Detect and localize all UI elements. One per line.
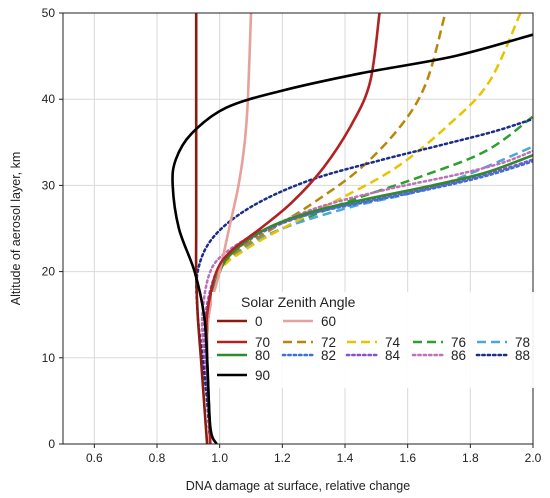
x-tick-label: 1.6 [399, 451, 416, 465]
legend-label-80: 80 [255, 348, 270, 363]
x-axis-label: DNA damage at surface, relative change [186, 479, 410, 493]
y-tick-label: 30 [42, 178, 56, 192]
series-line-88 [195, 117, 533, 444]
x-tick-label: 2.0 [525, 451, 542, 465]
x-tick-label: 1.0 [211, 451, 228, 465]
legend-label-88: 88 [515, 348, 530, 363]
y-tick-label: 0 [48, 437, 55, 451]
legend-label-74: 74 [385, 335, 401, 350]
legend-label-86: 86 [451, 348, 466, 363]
legend-label-78: 78 [515, 335, 530, 350]
axis-ticks: 0.6 0.8 1.0 1.2 1.4 1.6 1.8 2.0 0 10 20 30 40 50 [42, 6, 542, 465]
legend-label-70: 70 [255, 335, 270, 350]
legend-label-90: 90 [255, 368, 270, 383]
legend-label-60: 60 [321, 314, 336, 329]
legend-title: Solar Zenith Angle [241, 294, 356, 310]
legend-label-72: 72 [321, 335, 336, 350]
y-tick-label: 10 [42, 351, 56, 365]
legend-label-76: 76 [451, 335, 466, 350]
x-tick-label: 1.4 [337, 451, 354, 465]
y-axis-label: Altitude of aerosol layer, km [9, 152, 23, 306]
legend: Solar Zenith Angle 0 60 70 72 74 76 78 80 82 84 86… [212, 292, 534, 388]
y-tick-label: 50 [42, 6, 56, 20]
legend-background [212, 292, 534, 388]
legend-label-0: 0 [255, 314, 263, 329]
legend-label-84: 84 [385, 348, 401, 363]
y-tick-label: 20 [42, 265, 56, 279]
x-tick-label: 0.8 [149, 451, 166, 465]
plot-frame [62, 12, 534, 445]
x-tick-label: 0.6 [86, 451, 103, 465]
series-line-90 [171, 33, 533, 444]
series-lines [171, 13, 533, 444]
series-line-72 [205, 13, 447, 444]
y-tick-label: 40 [42, 92, 56, 106]
legend-label-82: 82 [321, 348, 336, 363]
series-line-76 [205, 115, 533, 444]
series-line-0 [194, 13, 209, 444]
x-tick-label: 1.2 [274, 451, 291, 465]
x-tick-label: 1.8 [462, 451, 479, 465]
